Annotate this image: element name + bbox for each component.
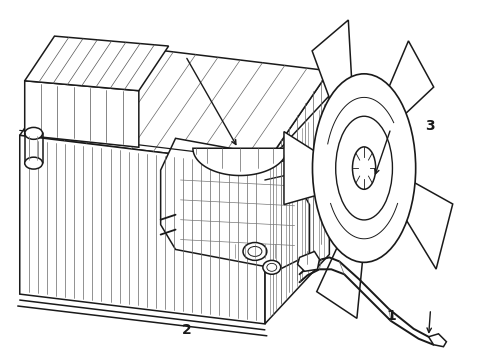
- Polygon shape: [389, 170, 453, 269]
- Polygon shape: [193, 148, 287, 176]
- Ellipse shape: [24, 157, 43, 169]
- Polygon shape: [20, 135, 265, 324]
- Ellipse shape: [352, 147, 376, 189]
- Ellipse shape: [263, 260, 281, 274]
- Polygon shape: [161, 138, 310, 269]
- Text: 1: 1: [386, 309, 396, 323]
- Ellipse shape: [336, 116, 392, 220]
- Polygon shape: [284, 132, 338, 204]
- Polygon shape: [20, 41, 329, 165]
- Polygon shape: [265, 71, 329, 324]
- Polygon shape: [429, 334, 446, 347]
- Ellipse shape: [248, 247, 262, 256]
- Polygon shape: [317, 215, 367, 318]
- Polygon shape: [297, 251, 319, 271]
- Text: 3: 3: [425, 120, 435, 134]
- Polygon shape: [24, 36, 169, 91]
- Polygon shape: [312, 20, 354, 134]
- Ellipse shape: [243, 243, 267, 260]
- Polygon shape: [24, 81, 139, 147]
- Polygon shape: [375, 41, 434, 133]
- Ellipse shape: [313, 74, 416, 262]
- Ellipse shape: [267, 264, 277, 271]
- Ellipse shape: [24, 127, 43, 139]
- Polygon shape: [265, 96, 329, 324]
- Text: 2: 2: [182, 323, 192, 337]
